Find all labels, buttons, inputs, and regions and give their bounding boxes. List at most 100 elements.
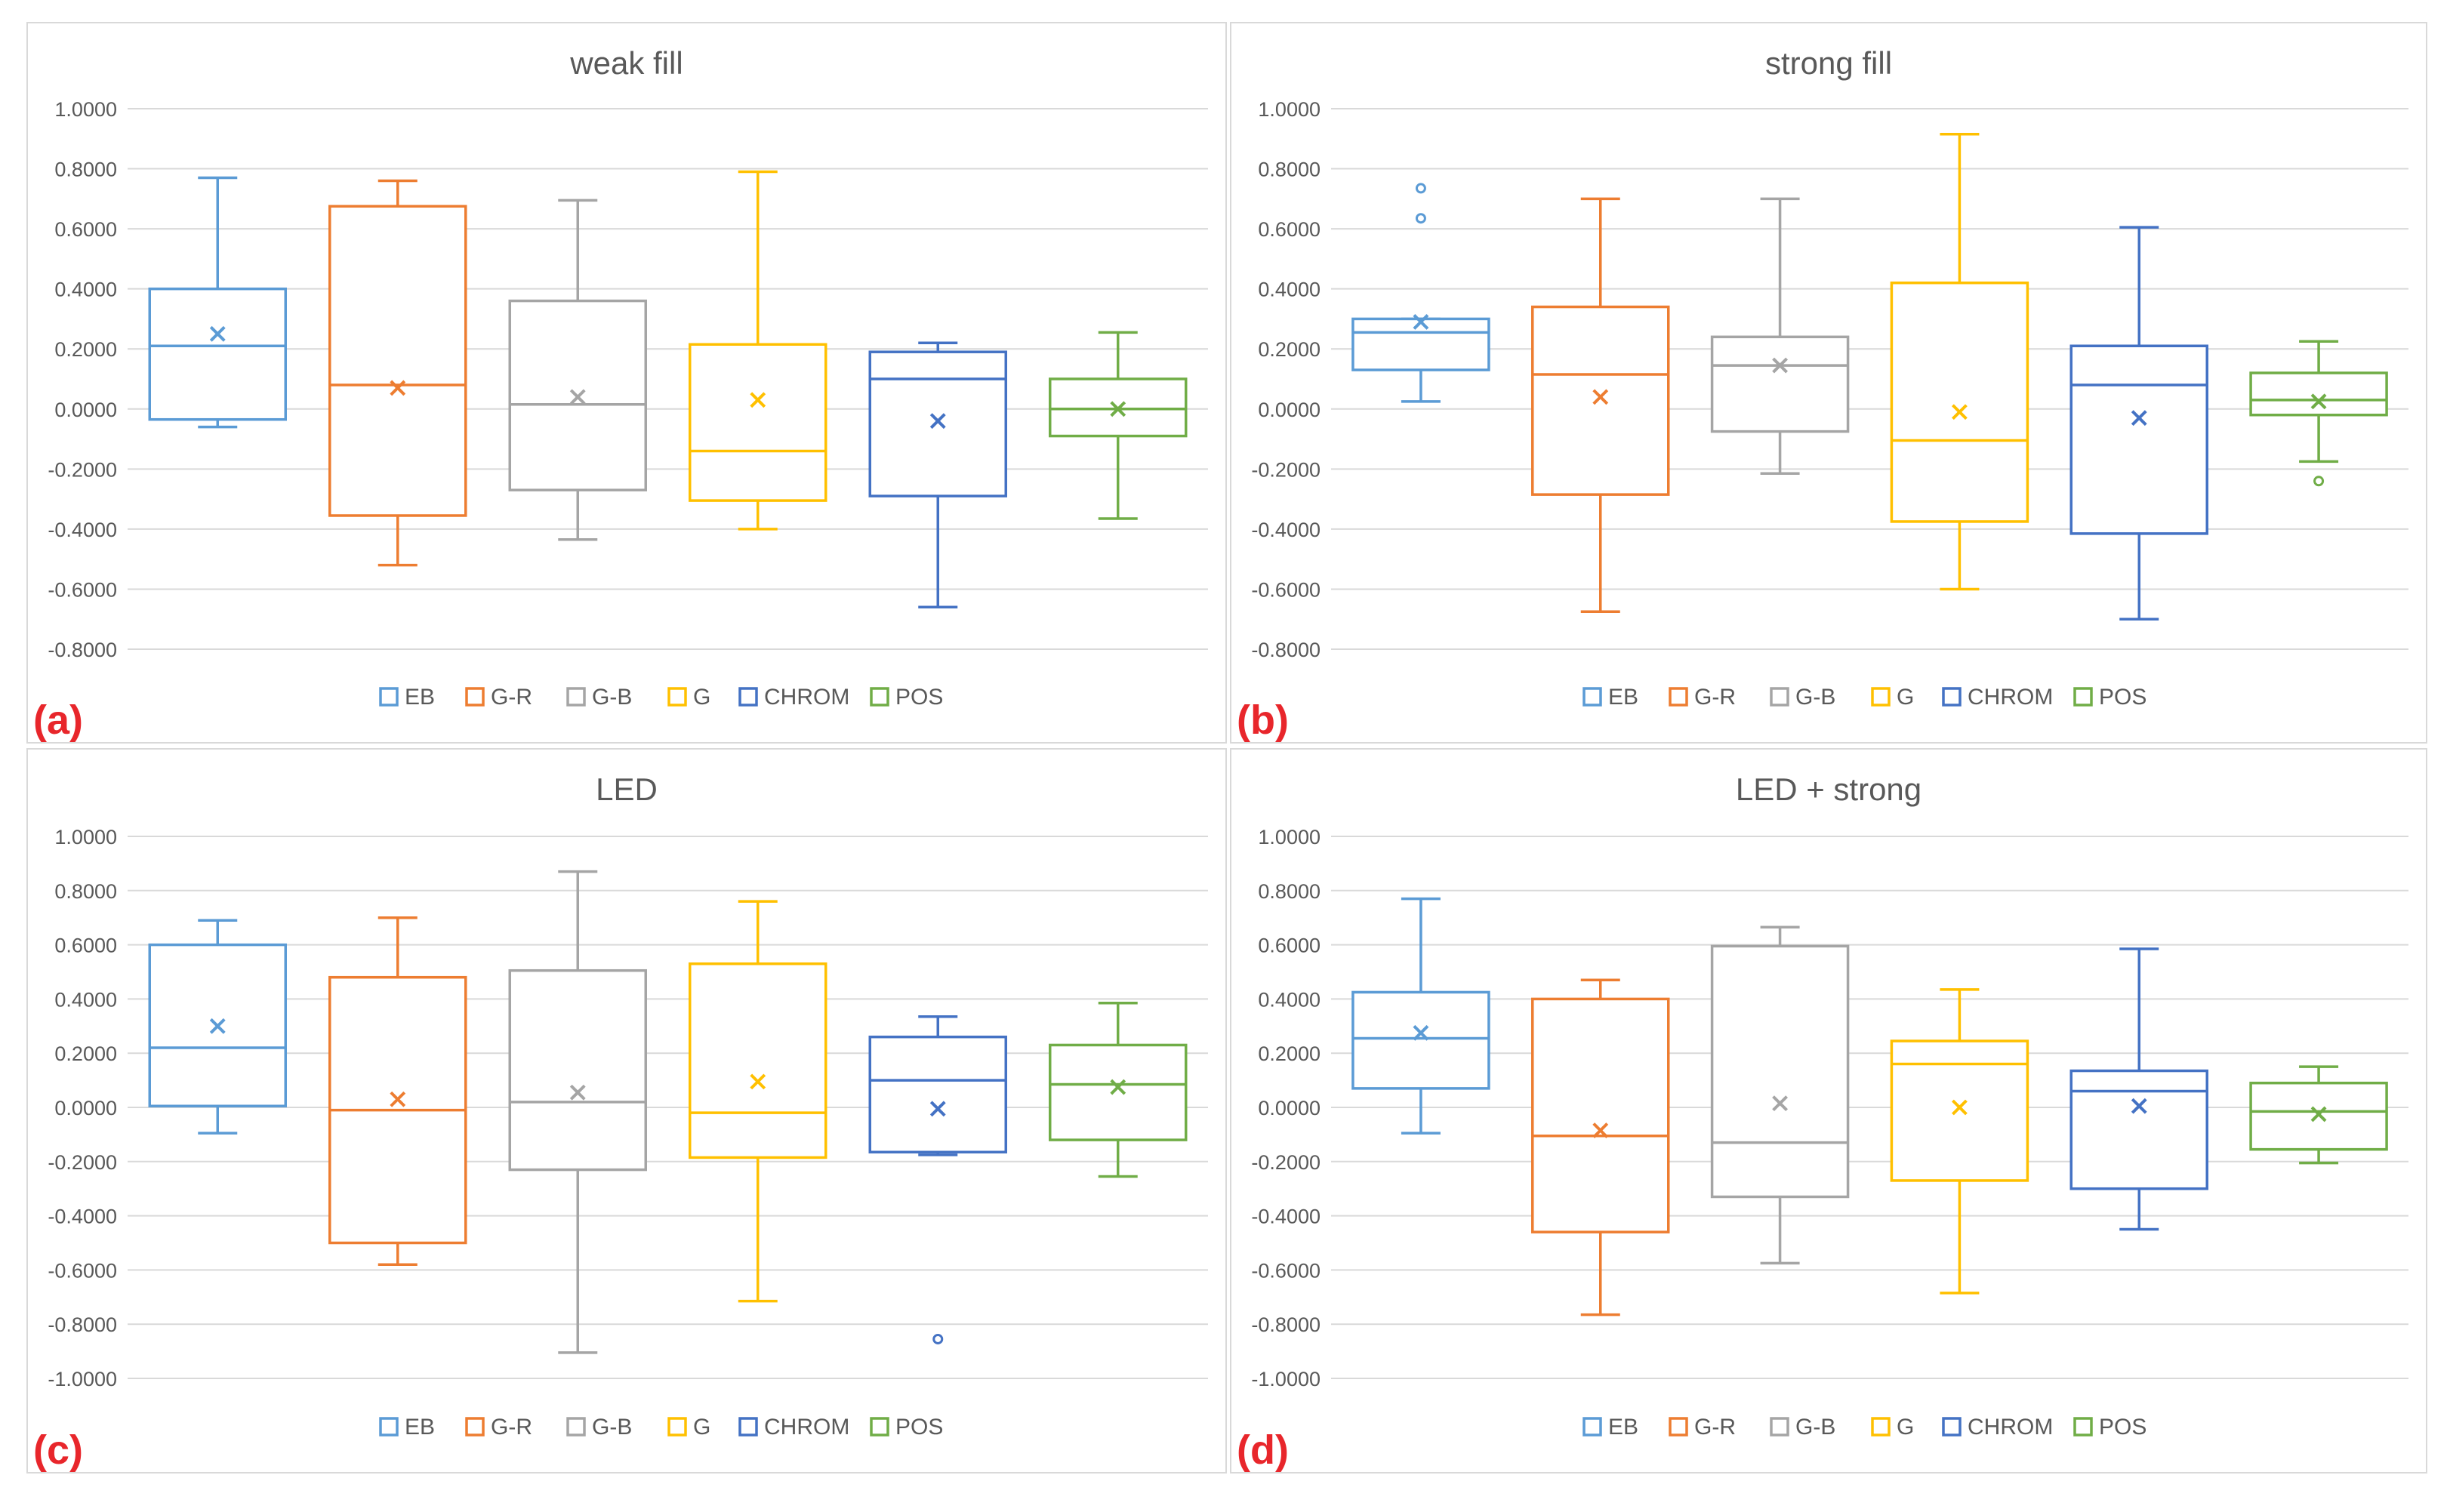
box-g (1890, 988, 2029, 1295)
y-tick-label: 0.8000 (1258, 159, 1321, 181)
box-g-r (328, 179, 467, 567)
y-tick-label: -1.0000 (48, 1368, 117, 1390)
legend-swatch (379, 1417, 399, 1437)
mean-marker (2310, 1106, 2327, 1122)
legend-label: CHROM (764, 685, 849, 710)
legend-label: EB (405, 685, 435, 710)
y-tick-label: 0.6000 (54, 218, 117, 241)
legend-swatch (1770, 1417, 1789, 1437)
legend-item-chrom: CHROM (738, 685, 849, 710)
y-tick-label: -0.8000 (1251, 1313, 1321, 1336)
legend-label: G (1897, 1415, 1914, 1440)
y-tick-label: 0.2000 (1258, 338, 1321, 361)
legend-swatch (667, 687, 687, 707)
legend-label: CHROM (1968, 1415, 2053, 1440)
y-tick-label: 0.4000 (54, 988, 117, 1011)
chart-panel-2: strong fill 1.0000 0.8000 0.6000 0.4000 0.200… (1230, 22, 2427, 744)
legend-swatch (566, 687, 586, 707)
y-tick-label: 1.0000 (1258, 98, 1321, 121)
y-tick-label: 0.2000 (54, 338, 117, 361)
y-tick-label: 0.6000 (1258, 935, 1321, 957)
box-eb (148, 176, 287, 429)
box-iqr (1049, 1043, 1188, 1141)
box-chrom (868, 1015, 1007, 1344)
y-tick-label: 1.0000 (1258, 826, 1321, 848)
box-iqr (868, 1035, 1007, 1153)
legend: EB G-R G-B G CHROM POS (379, 685, 943, 710)
panel-label: (c) (33, 1427, 83, 1473)
y-tick-label: 0.4000 (1258, 988, 1321, 1011)
y-tick-label: 0.8000 (54, 159, 117, 181)
box-eb (1351, 897, 1490, 1135)
legend-label: POS (895, 1415, 943, 1440)
mean-marker (750, 1073, 766, 1090)
legend-item-g-r: G-R (465, 685, 532, 710)
legend-label: G (1897, 685, 1914, 710)
legend-swatch (870, 1417, 889, 1437)
legend-item-eb: EB (379, 685, 435, 710)
mean-marker (209, 325, 226, 342)
legend-swatch (738, 1417, 758, 1437)
y-tick-label: 0.0000 (54, 399, 117, 421)
legend-item-g-r: G-R (1669, 1415, 1736, 1440)
chart-panel-1: weak fill 1.0000 0.8000 0.6000 0.4000 0.2000 0… (26, 22, 1227, 744)
legend-item-eb: EB (379, 1415, 435, 1440)
mean-marker (750, 392, 766, 408)
y-tick-label: -0.6000 (48, 1259, 117, 1282)
box-iqr (868, 350, 1007, 497)
box-pos (2249, 1065, 2388, 1165)
box-chrom (2069, 226, 2208, 621)
box-g-r (328, 916, 467, 1266)
y-tick-label: -0.6000 (1251, 578, 1321, 601)
box-chrom (868, 341, 1007, 609)
box-iqr (1351, 317, 1490, 371)
legend-item-pos: POS (870, 685, 943, 710)
chart-title: LED + strong (1736, 771, 1921, 807)
legend-swatch (738, 687, 758, 707)
legend-item-g: G (667, 1415, 710, 1440)
mean-marker (929, 1101, 946, 1117)
legend-swatch (870, 687, 889, 707)
mean-marker (390, 1091, 406, 1107)
box-eb (148, 919, 287, 1135)
box-g (1890, 133, 2029, 591)
panel-label: (d) (1237, 1427, 1289, 1473)
mean-marker (1592, 1122, 1609, 1138)
legend-swatch (1582, 687, 1602, 707)
legend-item-g-b: G-B (566, 1415, 632, 1440)
legend-label: EB (1608, 1415, 1638, 1440)
mean-marker (1413, 1024, 1429, 1041)
mean-marker (2131, 1098, 2147, 1114)
y-tick-label: -0.8000 (48, 1313, 117, 1336)
legend-item-g: G (1871, 685, 1914, 710)
legend-item-g: G (667, 685, 710, 710)
chart-panel-4: LED + strong 1.0000 0.8000 0.6000 0.4000 0.20… (1230, 748, 2427, 1474)
y-tick-label: -0.6000 (1251, 1259, 1321, 1282)
y-tick-label: -0.8000 (48, 639, 117, 661)
mean-marker (2131, 410, 2147, 427)
legend-item-pos: POS (870, 1415, 943, 1440)
legend-item-chrom: CHROM (1942, 1415, 2053, 1440)
box-iqr (1710, 335, 1850, 433)
legend-item-g-b: G-B (1770, 1415, 1835, 1440)
y-tick-label: -0.6000 (48, 578, 117, 601)
legend-item-g-b: G-B (566, 685, 632, 710)
legend-label: G-R (1694, 685, 1736, 710)
box-iqr (508, 968, 647, 1172)
legend-swatch (379, 687, 399, 707)
y-tick-label: 1.0000 (54, 98, 117, 121)
legend-swatch (1871, 1417, 1891, 1437)
y-tick-label: 0.8000 (54, 880, 117, 903)
box-iqr (2069, 1069, 2208, 1190)
legend-swatch (1770, 687, 1789, 707)
legend-label: G (693, 1415, 710, 1440)
y-tick-label: -0.2000 (1251, 458, 1321, 481)
legend-swatch (566, 1417, 586, 1437)
box-g (689, 900, 827, 1303)
legend-swatch (1669, 1417, 1688, 1437)
mean-marker (1952, 1099, 1968, 1116)
legend-swatch (667, 1417, 687, 1437)
legend-label: EB (1608, 685, 1638, 710)
box-iqr (1531, 305, 1670, 496)
